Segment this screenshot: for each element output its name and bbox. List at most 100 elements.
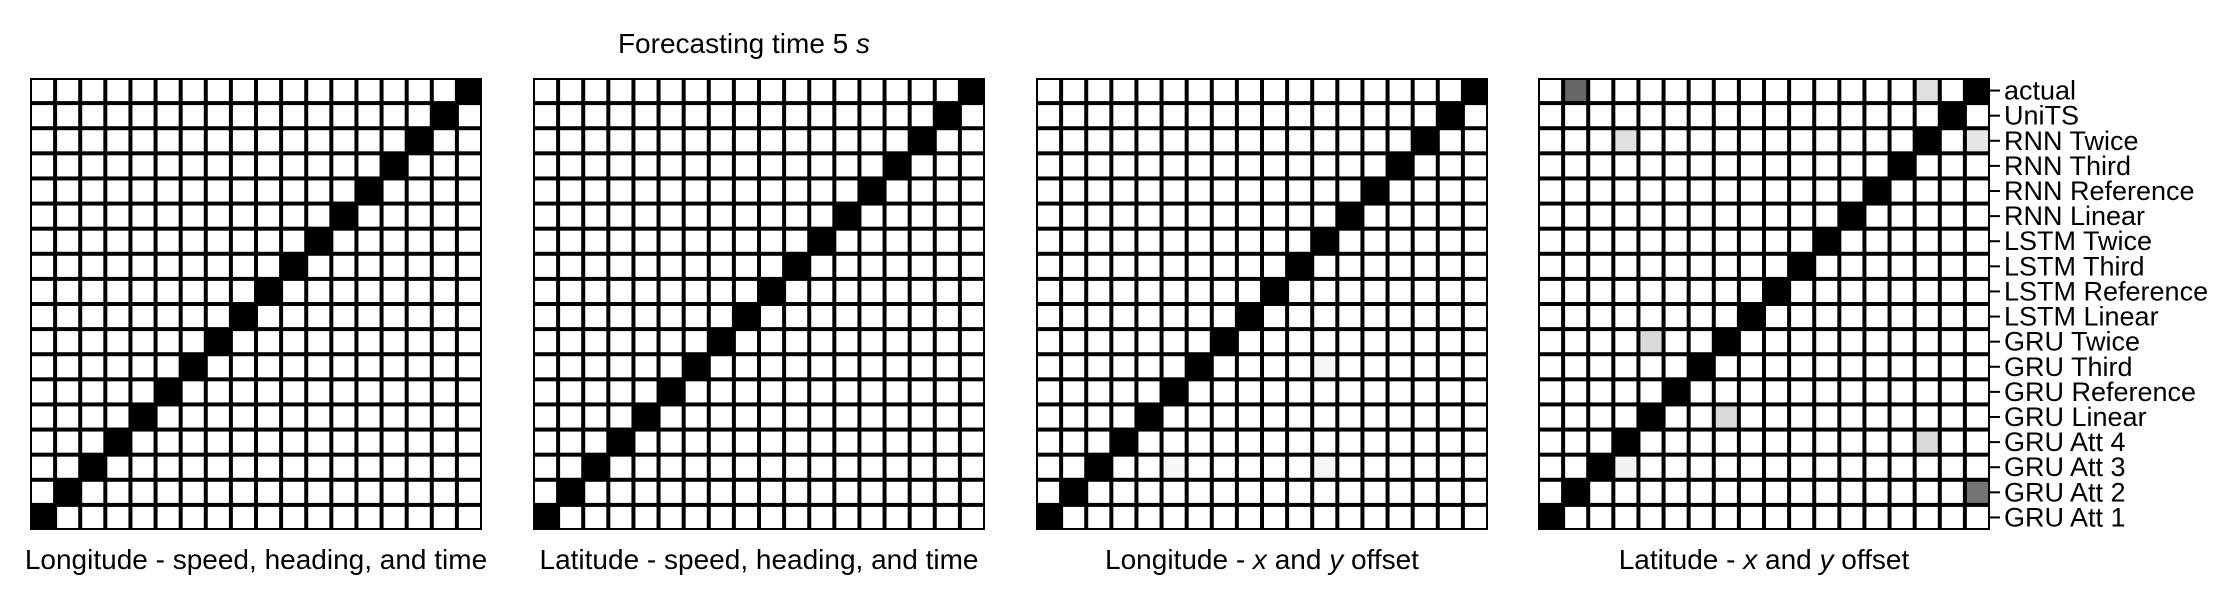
heatmap-cell bbox=[57, 155, 79, 177]
heatmap-cell bbox=[685, 105, 707, 127]
heatmap-cell bbox=[786, 331, 808, 353]
heatmap-cell bbox=[32, 506, 54, 528]
heatmap-cell bbox=[1464, 406, 1486, 428]
heatmap-cell bbox=[107, 280, 129, 302]
heatmap-cell bbox=[433, 80, 455, 102]
heatmap-cell bbox=[1113, 406, 1135, 428]
heatmap-cell bbox=[1464, 331, 1486, 353]
heatmap-cell bbox=[811, 456, 833, 478]
heatmap-cell bbox=[1841, 205, 1863, 227]
heatmap-cell bbox=[1665, 306, 1687, 328]
heatmap-cell bbox=[132, 205, 154, 227]
heatmap-cell bbox=[911, 255, 933, 277]
heatmap-cell bbox=[1314, 155, 1336, 177]
heatmap-cell bbox=[1464, 456, 1486, 478]
heatmap-cell bbox=[1740, 481, 1762, 503]
heatmap-cell bbox=[132, 406, 154, 428]
heatmap-cell bbox=[358, 130, 380, 152]
heatmap-cell bbox=[1238, 481, 1260, 503]
heatmap-cell bbox=[358, 481, 380, 503]
heatmap-cell bbox=[1339, 230, 1361, 252]
heatmap-cell bbox=[1665, 130, 1687, 152]
heatmap-cell bbox=[1439, 105, 1461, 127]
heatmap-cell bbox=[685, 381, 707, 403]
heatmap-cell bbox=[761, 456, 783, 478]
heatmap-cell bbox=[685, 155, 707, 177]
heatmap-cell bbox=[207, 255, 229, 277]
heatmap-cell bbox=[433, 381, 455, 403]
heatmap-cell bbox=[1063, 155, 1085, 177]
heatmap-cell bbox=[610, 431, 632, 453]
heatmap-cell bbox=[283, 255, 305, 277]
heatmap-cell bbox=[1439, 230, 1461, 252]
heatmap-cell bbox=[1690, 331, 1712, 353]
heatmap-cell bbox=[761, 406, 783, 428]
heatmap-cell bbox=[1238, 356, 1260, 378]
heatmap-cell bbox=[1916, 230, 1938, 252]
heatmap-cell bbox=[1439, 306, 1461, 328]
heatmap-cell bbox=[1916, 481, 1938, 503]
heatmap-cell bbox=[911, 381, 933, 403]
heatmap-cell bbox=[1163, 481, 1185, 503]
heatmap-cell bbox=[458, 306, 480, 328]
heatmap-cell bbox=[333, 80, 355, 102]
heatmap-cell bbox=[207, 155, 229, 177]
heatmap-cell bbox=[1339, 356, 1361, 378]
heatmap-cell bbox=[207, 130, 229, 152]
heatmap-cell bbox=[685, 431, 707, 453]
heatmap-cell bbox=[1841, 356, 1863, 378]
heatmap-cell bbox=[1113, 255, 1135, 277]
heatmap-cell bbox=[660, 356, 682, 378]
heatmap-cell bbox=[157, 456, 179, 478]
heatmap-cell bbox=[258, 406, 280, 428]
heatmap-cell bbox=[258, 255, 280, 277]
heatmap-cell bbox=[1966, 406, 1988, 428]
heatmap-cell bbox=[1841, 306, 1863, 328]
heatmap-cell bbox=[82, 481, 104, 503]
heatmap-cell bbox=[1414, 356, 1436, 378]
heatmap-cell bbox=[157, 356, 179, 378]
heatmap-cell bbox=[1540, 155, 1562, 177]
heatmap-cell bbox=[535, 306, 557, 328]
heatmap-cell bbox=[32, 130, 54, 152]
heatmap-cell bbox=[585, 406, 607, 428]
heatmap-cell bbox=[182, 381, 204, 403]
panel-xlabel-part: and bbox=[1267, 544, 1329, 575]
heatmap-cell bbox=[685, 406, 707, 428]
heatmap-cell bbox=[1841, 456, 1863, 478]
heatmap-cell bbox=[1038, 205, 1060, 227]
heatmap-cell bbox=[1565, 255, 1587, 277]
heatmap-cell bbox=[1766, 506, 1788, 528]
heatmap-cell bbox=[1816, 80, 1838, 102]
heatmap-cell bbox=[560, 130, 582, 152]
heatmap-cell bbox=[1816, 155, 1838, 177]
heatmap-cell bbox=[1740, 381, 1762, 403]
heatmap-cell bbox=[1766, 431, 1788, 453]
heatmap-cell bbox=[107, 306, 129, 328]
heatmap-cell bbox=[358, 280, 380, 302]
heatmap-cell bbox=[1791, 381, 1813, 403]
heatmap-cell bbox=[1565, 381, 1587, 403]
heatmap-cell bbox=[1816, 130, 1838, 152]
heatmap-cell bbox=[610, 155, 632, 177]
heatmap-cell bbox=[1289, 331, 1311, 353]
heatmap-cell bbox=[961, 280, 983, 302]
heatmap-cell bbox=[1540, 306, 1562, 328]
heatmap-cell bbox=[761, 280, 783, 302]
heatmap-cell bbox=[585, 105, 607, 127]
heatmap-cell bbox=[1766, 130, 1788, 152]
heatmap-cell bbox=[1188, 280, 1210, 302]
heatmap-cell bbox=[232, 406, 254, 428]
heatmap-cell bbox=[1615, 456, 1637, 478]
heatmap-cell bbox=[1038, 80, 1060, 102]
heatmap-cell bbox=[1715, 381, 1737, 403]
heatmap-cell bbox=[886, 155, 908, 177]
heatmap-cell bbox=[811, 306, 833, 328]
heatmap-cell bbox=[961, 105, 983, 127]
heatmap-cell bbox=[132, 481, 154, 503]
heatmap-cell bbox=[660, 205, 682, 227]
heatmap-cell bbox=[535, 205, 557, 227]
heatmap-cell bbox=[1665, 105, 1687, 127]
heatmap-cell bbox=[1816, 205, 1838, 227]
heatmap-cell bbox=[408, 105, 430, 127]
